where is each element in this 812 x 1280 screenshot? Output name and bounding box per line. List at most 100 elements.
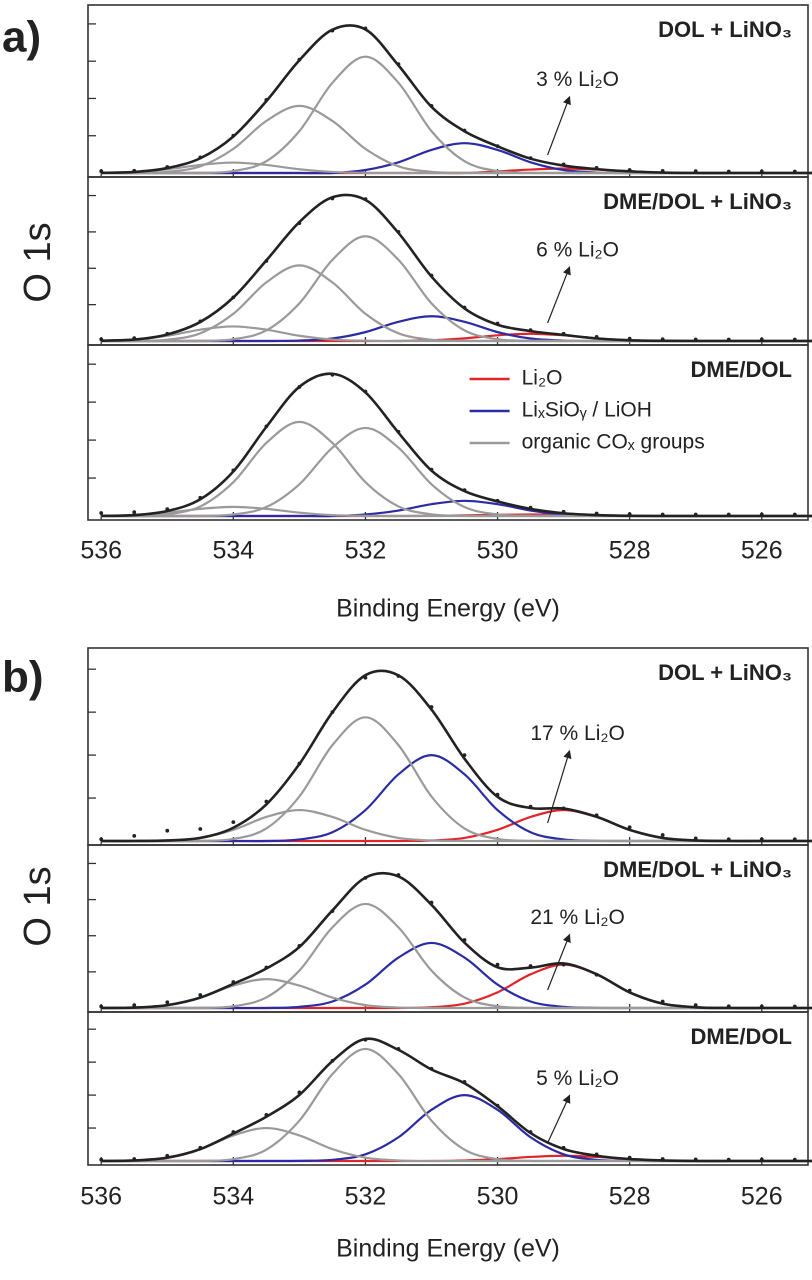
measured-point	[495, 321, 500, 326]
measured-point	[660, 169, 665, 173]
measured-point	[363, 675, 368, 680]
measured-point	[627, 168, 632, 172]
x-axis-label: Binding Energy (eV)	[336, 595, 560, 623]
measured-point	[462, 488, 467, 493]
component-curve	[101, 902, 812, 1010]
measured-point	[330, 1058, 335, 1063]
measured-point	[759, 169, 764, 174]
measured-point	[264, 98, 269, 102]
x-tick-label: 534	[212, 537, 254, 565]
measured-point	[561, 962, 566, 967]
measured-point	[792, 1157, 797, 1162]
measured-point	[198, 827, 203, 831]
measured-point	[660, 512, 665, 517]
measured-point	[759, 1157, 764, 1162]
y-axis-label: O 1s	[17, 222, 59, 302]
measured-point	[561, 162, 566, 167]
annotation-arrow	[547, 749, 572, 824]
measured-point	[726, 1004, 731, 1009]
x-tick-label: 526	[741, 1183, 783, 1211]
subplot-title: DOL + LiNO₃	[658, 660, 792, 685]
measured-point	[264, 1112, 269, 1117]
measured-point	[726, 337, 731, 342]
measured-point	[660, 999, 665, 1004]
measured-point	[396, 429, 401, 434]
measured-point	[330, 372, 335, 377]
component-curve	[101, 963, 812, 1010]
subplot-frame	[87, 1011, 809, 1166]
measured-point	[396, 1047, 401, 1051]
envelope-curve	[101, 871, 812, 1010]
measured-point	[462, 938, 467, 942]
measured-point	[297, 221, 302, 226]
envelope-curve	[101, 1037, 812, 1163]
measured-point	[594, 1152, 599, 1157]
measured-point	[759, 837, 764, 842]
measured-point	[165, 165, 170, 169]
component-curve	[101, 235, 812, 343]
measured-point	[693, 512, 698, 517]
measured-point	[495, 962, 500, 967]
measured-point	[528, 505, 533, 510]
envelope-curve	[101, 372, 812, 518]
measured-point	[462, 1080, 467, 1084]
subplot-title: DME/DOL + LiNO₃	[603, 189, 792, 214]
measured-point	[330, 196, 335, 201]
measured-point	[297, 57, 302, 62]
subplot-title: DME/DOL	[691, 357, 792, 382]
measured-point	[462, 753, 467, 757]
panel-label: b)	[2, 653, 44, 702]
annotation-arrow	[547, 95, 571, 156]
measured-point	[693, 836, 698, 841]
measured-point	[198, 319, 203, 324]
measured-point	[561, 1145, 566, 1150]
measured-point	[792, 837, 797, 842]
measured-point	[198, 993, 203, 997]
measured-point	[627, 336, 632, 341]
x-axis-label: Binding Energy (eV)	[336, 1235, 560, 1263]
measured-point	[627, 1155, 632, 1160]
measured-point	[594, 813, 599, 818]
measured-point	[231, 133, 236, 138]
measured-point	[429, 104, 434, 108]
measured-point	[132, 1157, 137, 1161]
legend-label: organic COₓ groups	[522, 431, 705, 454]
measured-point	[264, 965, 269, 970]
measured-point	[495, 498, 500, 503]
measured-point	[231, 820, 236, 824]
measured-point	[594, 166, 599, 170]
measured-point	[792, 1004, 797, 1009]
measured-point	[396, 873, 401, 877]
measured-point	[693, 1003, 698, 1008]
annotation: 6 % Li₂O	[536, 238, 619, 261]
measured-point	[594, 972, 599, 977]
x-tick-label: 526	[741, 537, 783, 565]
measured-point	[231, 1130, 236, 1134]
measured-point	[693, 337, 698, 342]
measured-point	[363, 389, 368, 394]
measured-point	[759, 1004, 764, 1009]
measured-point	[627, 988, 632, 993]
measured-point	[165, 331, 170, 336]
measured-point	[528, 156, 533, 160]
measured-point	[495, 144, 500, 149]
panel-label: a)	[2, 13, 41, 62]
measured-point	[99, 511, 104, 515]
measured-point	[165, 828, 170, 833]
measured-point	[561, 806, 566, 811]
measured-point	[231, 468, 236, 473]
measured-point	[726, 169, 731, 174]
measured-point	[198, 1145, 203, 1150]
measured-point	[429, 467, 434, 472]
measured-point	[594, 335, 599, 339]
measured-point	[495, 1103, 500, 1108]
measured-point	[528, 804, 533, 809]
measured-point	[99, 1157, 104, 1162]
measured-point	[363, 26, 368, 31]
measured-point	[132, 168, 137, 173]
x-tick-label: 536	[80, 537, 122, 565]
component-curve	[101, 753, 812, 843]
measured-point	[132, 1003, 137, 1008]
measured-point	[99, 169, 104, 174]
